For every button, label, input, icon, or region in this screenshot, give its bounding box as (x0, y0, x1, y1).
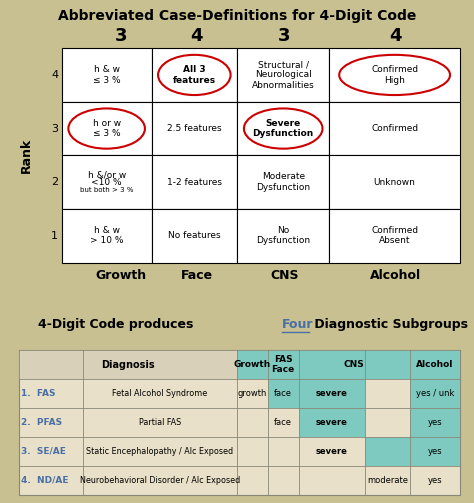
FancyBboxPatch shape (268, 379, 299, 408)
Text: Static Encephalopathy / Alc Exposed: Static Encephalopathy / Alc Exposed (86, 447, 234, 456)
Text: No
Dysfunction: No Dysfunction (256, 226, 310, 245)
Text: Diagnosis: Diagnosis (101, 360, 155, 370)
FancyBboxPatch shape (268, 350, 299, 379)
FancyBboxPatch shape (19, 350, 460, 379)
Text: Neurobehavioral Disorder / Alc Exposed: Neurobehavioral Disorder / Alc Exposed (80, 476, 240, 485)
Text: Abbreviated Case-Definitions for 4-Digit Code: Abbreviated Case-Definitions for 4-Digit… (58, 9, 416, 23)
FancyBboxPatch shape (237, 155, 329, 209)
FancyBboxPatch shape (237, 209, 329, 263)
FancyBboxPatch shape (152, 48, 237, 102)
Text: 1.  FAS: 1. FAS (21, 389, 56, 398)
Text: h & w
> 10 %: h & w > 10 % (90, 226, 123, 245)
FancyBboxPatch shape (410, 408, 460, 437)
FancyBboxPatch shape (62, 48, 152, 102)
Text: Alcohol: Alcohol (370, 269, 421, 282)
FancyBboxPatch shape (152, 102, 237, 155)
Text: 3: 3 (51, 124, 58, 134)
Text: 3.  SE/AE: 3. SE/AE (21, 447, 66, 456)
Text: 4.  ND/AE: 4. ND/AE (21, 476, 69, 485)
FancyBboxPatch shape (62, 209, 152, 263)
FancyBboxPatch shape (237, 102, 329, 155)
Text: Fetal Alcohol Syndrome: Fetal Alcohol Syndrome (112, 389, 208, 398)
FancyBboxPatch shape (62, 102, 152, 155)
Text: 4: 4 (51, 70, 58, 80)
Text: Growth: Growth (95, 269, 146, 282)
FancyBboxPatch shape (410, 379, 460, 408)
Text: 3: 3 (278, 28, 291, 45)
Text: Confirmed: Confirmed (371, 124, 418, 133)
FancyBboxPatch shape (19, 350, 460, 495)
FancyBboxPatch shape (299, 408, 365, 437)
Text: 1: 1 (51, 231, 58, 241)
Text: Unknown: Unknown (374, 178, 416, 187)
Text: face: face (274, 418, 292, 427)
Text: Rank: Rank (19, 138, 33, 173)
Text: Growth: Growth (234, 360, 271, 369)
Text: Confirmed
Absent: Confirmed Absent (371, 226, 418, 245)
FancyBboxPatch shape (329, 102, 460, 155)
FancyBboxPatch shape (237, 350, 268, 379)
Text: severe: severe (316, 447, 348, 456)
Text: 2.5 features: 2.5 features (167, 124, 222, 133)
FancyBboxPatch shape (152, 209, 237, 263)
Text: <10 %: <10 % (91, 178, 122, 187)
Text: 3: 3 (115, 28, 127, 45)
Text: severe: severe (316, 389, 348, 398)
Text: 4: 4 (191, 28, 203, 45)
Text: 4-Digit Code produces: 4-Digit Code produces (38, 318, 198, 331)
FancyBboxPatch shape (62, 155, 152, 209)
Text: Alcohol: Alcohol (416, 360, 454, 369)
Text: h & w
≤ 3 %: h & w ≤ 3 % (93, 65, 120, 85)
Text: Severe
Dysfunction: Severe Dysfunction (253, 119, 314, 138)
Text: No features: No features (168, 231, 221, 240)
Text: yes / unk: yes / unk (416, 389, 454, 398)
Text: CNS: CNS (270, 269, 299, 282)
FancyBboxPatch shape (410, 437, 460, 466)
Text: Partial FAS: Partial FAS (139, 418, 181, 427)
FancyBboxPatch shape (329, 209, 460, 263)
FancyBboxPatch shape (152, 155, 237, 209)
Text: Four: Four (282, 318, 313, 331)
Text: 2: 2 (51, 177, 58, 187)
Text: Diagnostic Subgroups: Diagnostic Subgroups (310, 318, 468, 331)
Text: All 3
features: All 3 features (173, 65, 216, 85)
Text: face: face (274, 389, 292, 398)
Text: h &/or w: h &/or w (88, 171, 126, 180)
FancyBboxPatch shape (329, 155, 460, 209)
FancyBboxPatch shape (365, 437, 410, 466)
Text: but both > 3 %: but both > 3 % (80, 187, 133, 193)
Text: yes: yes (428, 447, 442, 456)
FancyBboxPatch shape (237, 48, 329, 102)
Text: Structural /
Neurological
Abnormalities: Structural / Neurological Abnormalities (252, 60, 315, 90)
FancyBboxPatch shape (410, 350, 460, 379)
Text: Moderate
Dysfunction: Moderate Dysfunction (256, 173, 310, 192)
Text: growth: growth (238, 389, 267, 398)
Text: 2.  PFAS: 2. PFAS (21, 418, 63, 427)
Text: moderate: moderate (367, 476, 408, 485)
Text: 4: 4 (390, 28, 402, 45)
Text: yes: yes (428, 476, 442, 485)
Text: CNS: CNS (344, 360, 365, 369)
Text: Face: Face (181, 269, 213, 282)
Text: FAS
Face: FAS Face (272, 355, 295, 374)
FancyBboxPatch shape (365, 350, 410, 379)
FancyBboxPatch shape (299, 350, 365, 379)
FancyBboxPatch shape (299, 379, 365, 408)
Text: 1-2 features: 1-2 features (167, 178, 222, 187)
Text: h or w
≤ 3 %: h or w ≤ 3 % (92, 119, 121, 138)
FancyBboxPatch shape (329, 48, 460, 102)
Text: severe: severe (316, 418, 348, 427)
Text: Confirmed
High: Confirmed High (371, 65, 418, 85)
Text: yes: yes (428, 418, 442, 427)
